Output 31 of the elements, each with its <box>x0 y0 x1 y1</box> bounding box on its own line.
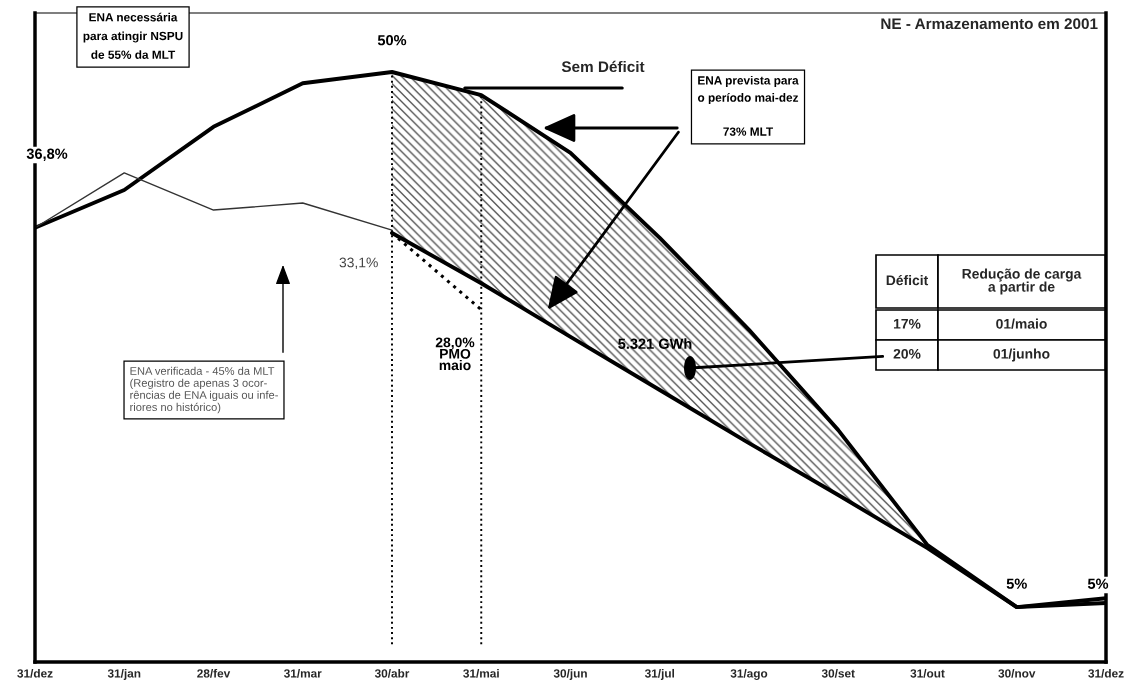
x-tick-label: 31/mar <box>283 668 322 678</box>
annotation: 5% <box>1006 578 1027 589</box>
x-tick-label: 31/jan <box>107 668 141 680</box>
text: Sem Déficit <box>561 60 645 73</box>
annotation: 36,8% <box>26 148 68 162</box>
x-tick-label: 30/abr <box>374 668 410 678</box>
x-tick-label: 31/ago <box>730 668 768 680</box>
annotation: 5% <box>1087 578 1109 589</box>
annotation: 50% <box>377 35 407 46</box>
x-tick-label: 30/set <box>821 668 855 678</box>
annotation: ENA verificada - 45% da MLT (Registro de apenas 3 ocor- rências de ENA iguais ou infe- riores no histórico) <box>130 366 278 414</box>
x-tick-label: 31/dez <box>1088 668 1124 678</box>
chart-title: NE - Armazenamento em 2001 <box>881 18 1098 30</box>
x-tick-label: 31/mai <box>463 668 499 678</box>
annotation: Déficit <box>886 274 929 286</box>
x-tick-label: 31/dez <box>17 668 53 678</box>
annotation: 28,0% PMO maio <box>435 337 475 371</box>
annotation: 20% <box>893 348 921 359</box>
x-tick-label: 30/nov <box>998 668 1036 678</box>
annotation: 01/junho <box>993 348 1050 362</box>
x-tick-label: 28/fev <box>197 668 231 678</box>
annotation: 5.321 GWh <box>618 338 692 349</box>
text: ENA prevista para o período mai-dez 73% MLT <box>697 75 799 136</box>
x-tick-label: 30/jun <box>553 668 587 680</box>
annotation: Redução de carga a partir de <box>962 268 1082 295</box>
annotation: 33,1% <box>339 257 378 269</box>
annotation: 01/maio <box>996 318 1047 329</box>
text: ENA necessária para atingir NSPU de 55% da MLT <box>83 12 183 59</box>
x-tick-label: 31/out <box>910 668 945 678</box>
x-tick-label: 31/jul <box>644 668 675 680</box>
annotation: 17% <box>893 318 921 329</box>
